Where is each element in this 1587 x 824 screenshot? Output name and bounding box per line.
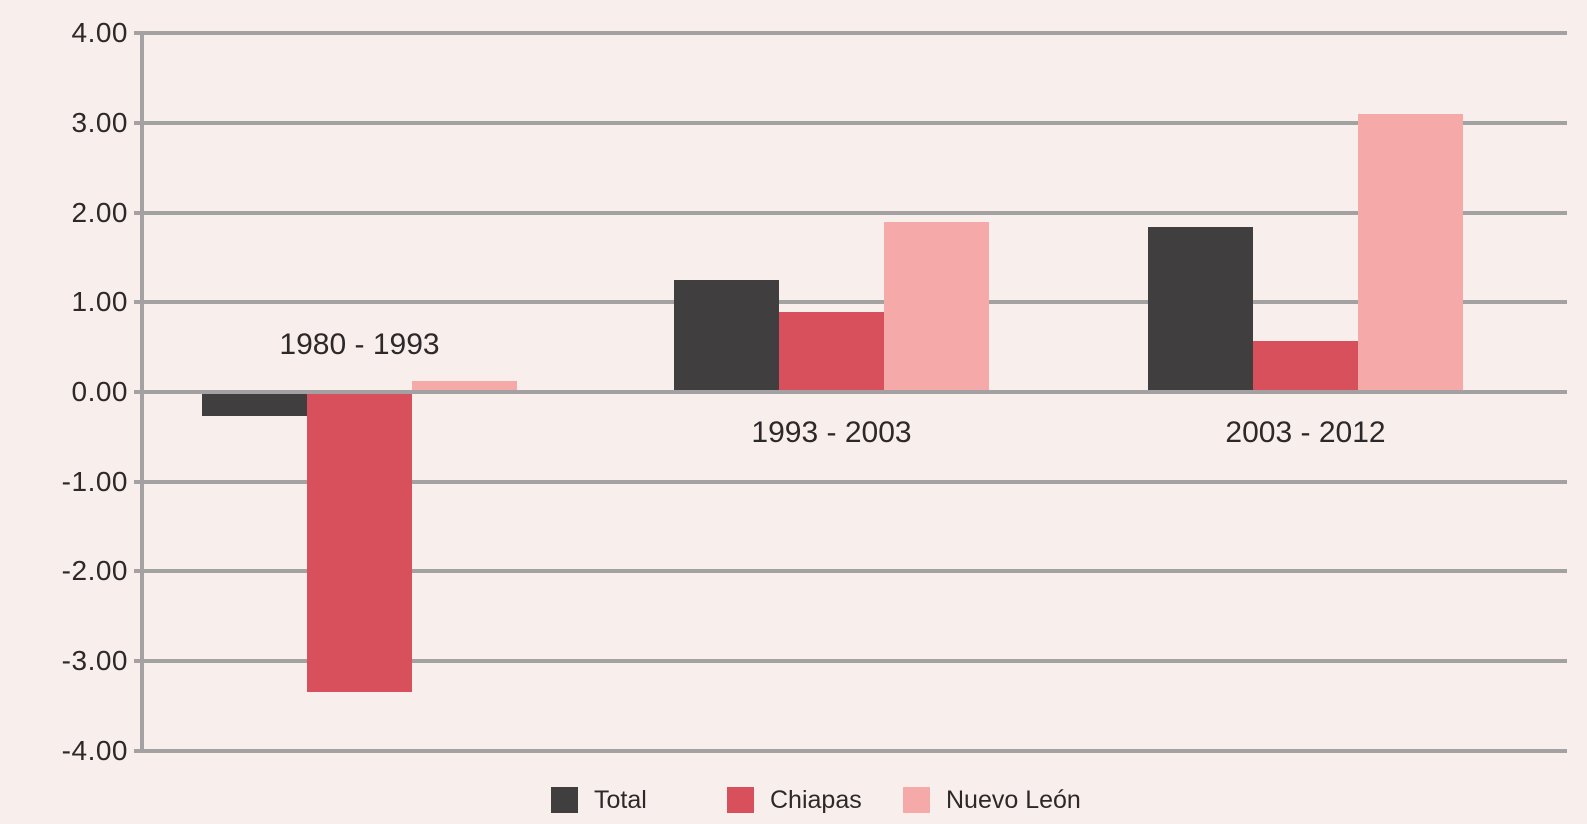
gridline (134, 569, 1567, 574)
category-label: 2003 - 2012 (1225, 416, 1386, 449)
bar-total (674, 279, 779, 390)
bar-total (202, 394, 307, 417)
legend-item: Nuevo León (903, 786, 1081, 814)
bar-chiapas (1253, 340, 1358, 390)
legend-swatch (903, 787, 930, 813)
gridline (134, 390, 1567, 394)
gridline (134, 748, 1567, 753)
legend-label: Nuevo León (946, 786, 1081, 814)
y-tick-label: -1.00 (61, 465, 128, 497)
gridline (134, 31, 1567, 36)
y-tick-label: 3.00 (71, 106, 128, 138)
gridline (134, 120, 1567, 125)
y-tick-label: -4.00 (61, 734, 128, 766)
category-label: 1993 - 2003 (751, 416, 912, 449)
bar-chiapas (779, 312, 884, 390)
y-tick-label: -2.00 (61, 555, 128, 587)
bar-chiapas (307, 394, 412, 693)
gridline (134, 479, 1567, 484)
y-axis-line (140, 31, 144, 753)
legend-item: Total (551, 786, 647, 814)
y-tick-label: 4.00 (71, 17, 128, 49)
y-tick-label: 2.00 (71, 196, 128, 228)
bar-total (1148, 226, 1253, 390)
category-label: 1980 - 1993 (279, 328, 440, 361)
legend-swatch (727, 787, 754, 813)
gridline (134, 300, 1567, 305)
gridline (134, 210, 1567, 215)
gridline (134, 659, 1567, 664)
bar-nuevo-león (884, 221, 989, 390)
legend-label: Total (594, 786, 647, 814)
bar-nuevo-león (1358, 113, 1463, 390)
legend-item: Chiapas (727, 786, 862, 814)
y-tick-label: 1.00 (71, 286, 128, 318)
y-tick-label: -3.00 (61, 645, 128, 677)
legend-label: Chiapas (770, 786, 862, 814)
y-tick-label: 0.00 (71, 376, 128, 407)
legend-swatch (551, 787, 578, 813)
bar-nuevo-león (412, 381, 517, 390)
